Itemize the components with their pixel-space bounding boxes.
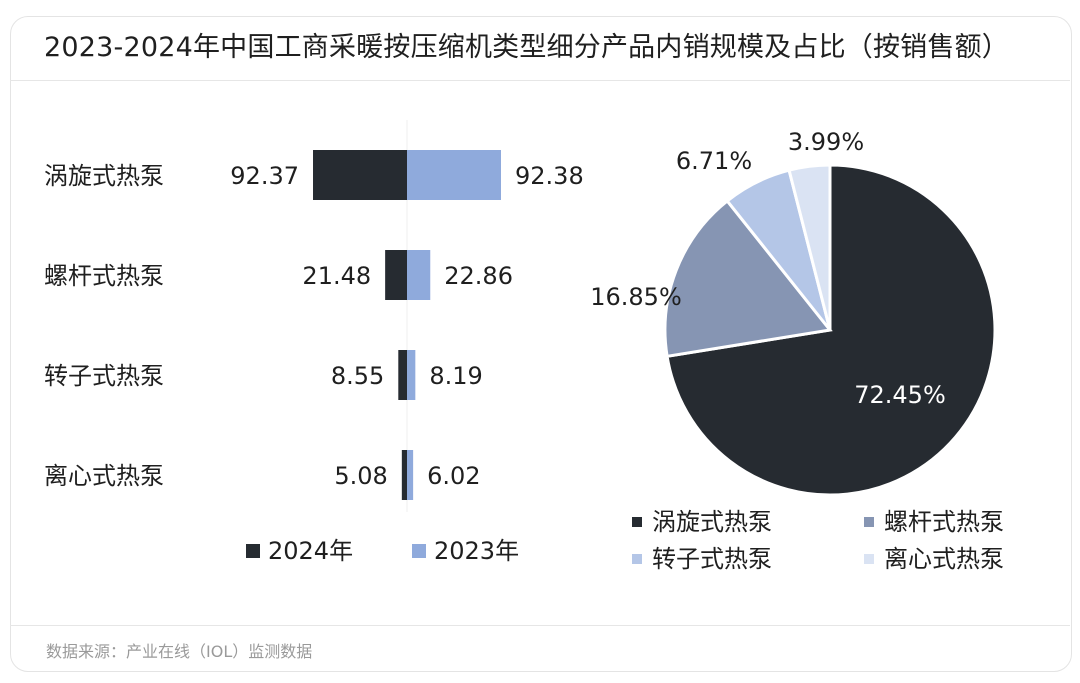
bar-2024 bbox=[313, 150, 407, 200]
legend-label: 转子式热泵 bbox=[652, 545, 772, 573]
value-label-2023: 92.38 bbox=[515, 162, 584, 190]
pie-slice bbox=[787, 163, 832, 331]
bar-2024 bbox=[385, 250, 407, 300]
category-label: 螺杆式热泵 bbox=[44, 262, 164, 290]
bar-2023 bbox=[407, 350, 416, 400]
category-label: 涡旋式热泵 bbox=[44, 162, 164, 190]
data-source: 数据来源：产业在线（IOL）监测数据 bbox=[46, 642, 313, 661]
pie-percent-label: 6.71% bbox=[676, 147, 752, 175]
legend-swatch-2024 bbox=[246, 544, 260, 558]
legend-swatch bbox=[632, 517, 642, 527]
legend-label: 离心式热泵 bbox=[884, 545, 1004, 573]
pie-percent-label: 72.45% bbox=[854, 381, 946, 409]
value-label-2023: 6.02 bbox=[427, 462, 480, 490]
legend-swatch-2023 bbox=[412, 544, 426, 558]
title-divider bbox=[10, 80, 1070, 81]
butterfly-bar-chart: 涡旋式热泵 92.37 92.38 螺杆式热泵 21.48 22.86 转子式热泵 8.55 8… bbox=[44, 120, 584, 565]
value-label-2024: 8.55 bbox=[331, 362, 384, 390]
legend-label: 螺杆式热泵 bbox=[884, 508, 1004, 536]
value-label-2023: 8.19 bbox=[429, 362, 482, 390]
bar-2024 bbox=[398, 350, 407, 400]
legend-swatch bbox=[632, 554, 642, 564]
legend-label-2024: 2024年 bbox=[268, 537, 353, 565]
bar-2023 bbox=[407, 150, 501, 200]
pie-slice bbox=[663, 198, 833, 359]
bar-2024 bbox=[401, 450, 407, 500]
category-label: 离心式热泵 bbox=[44, 462, 164, 490]
category-label: 转子式热泵 bbox=[44, 362, 164, 390]
value-label-2024: 21.48 bbox=[302, 262, 371, 290]
value-label-2024: 5.08 bbox=[334, 462, 387, 490]
legend-swatch bbox=[864, 554, 874, 564]
legend-swatch bbox=[864, 517, 874, 527]
pie-percent-label: 3.99% bbox=[788, 128, 864, 156]
legend-label-2023: 2023年 bbox=[434, 537, 519, 565]
chart-title: 2023-2024年中国工商采暖按压缩机类型细分产品内销规模及占比（按销售额） bbox=[44, 32, 1009, 63]
legend-label: 涡旋式热泵 bbox=[652, 508, 772, 536]
footer-divider bbox=[10, 625, 1070, 626]
bar-2023 bbox=[407, 450, 414, 500]
bar-2023 bbox=[407, 250, 431, 300]
value-label-2023: 22.86 bbox=[444, 262, 513, 290]
value-label-2024: 92.37 bbox=[230, 162, 299, 190]
pie-percent-label: 16.85% bbox=[590, 283, 682, 311]
